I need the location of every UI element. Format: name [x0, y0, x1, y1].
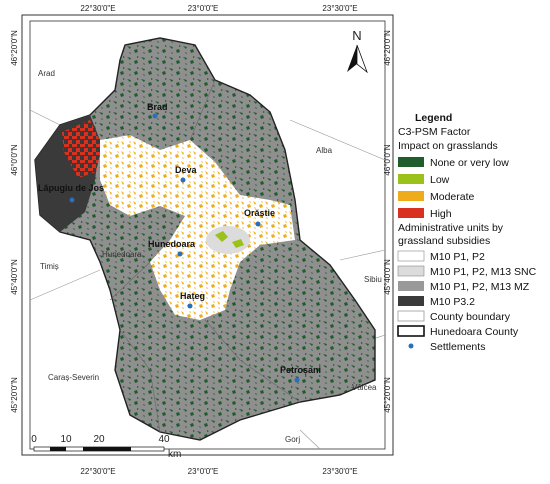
unit-boundary	[109, 79, 301, 433]
neighbor-label: Sibiu	[364, 275, 382, 284]
legend-label: High	[430, 208, 452, 220]
neighbor-label: Caraș-Severin	[48, 373, 99, 382]
graticule-label: 22°30'0"E	[80, 4, 115, 13]
settlement	[177, 251, 183, 257]
graticule-label: 46°0'0"N	[10, 144, 19, 175]
graticule-label: 23°30'0"E	[322, 4, 357, 13]
legend-label: M10 P1, P2, M13 SNC	[430, 266, 537, 278]
settlement-label: Lăpugiu de Jos	[38, 183, 104, 193]
settlement	[152, 113, 158, 119]
settlement-label: Brad	[147, 102, 168, 112]
legend-label: M10 P3.2	[430, 296, 475, 308]
north-arrow: N	[347, 28, 368, 74]
impact-high	[62, 120, 102, 178]
scale-label: 10	[60, 434, 72, 445]
legend-heading: C3-PSM Factor	[398, 126, 471, 138]
legend-heading: Administrative units by	[398, 222, 504, 234]
settlement	[187, 303, 193, 309]
legend-swatch	[398, 208, 424, 218]
legend-label: Low	[430, 174, 450, 186]
legend-swatch	[398, 174, 424, 184]
legend-label: Hunedoara County	[430, 326, 519, 338]
graticule-label: 45°20'0"N	[10, 377, 19, 413]
legend-heading: Impact on grasslands	[398, 140, 498, 152]
neighbor-label: Gorj	[285, 435, 300, 444]
impact-low	[215, 231, 244, 248]
settlement-points	[69, 113, 300, 383]
legend-label: County boundary	[430, 311, 511, 323]
settlement-label: Hațeg	[180, 291, 205, 301]
graticule-label: 46°0'0"N	[383, 144, 392, 175]
legend-swatch	[398, 157, 424, 167]
settlement	[255, 221, 261, 227]
scale-unit: km	[168, 449, 181, 460]
settlement-label: Orăștie	[244, 208, 275, 218]
legend-title: Legend	[415, 112, 452, 124]
graticule-label: 45°40'0"N	[383, 259, 392, 295]
settlement	[69, 197, 75, 203]
neighbor-label: Alba	[316, 146, 333, 155]
legend-label: Moderate	[430, 191, 475, 203]
neighbor-label: Vâlcea	[352, 383, 377, 392]
legend-swatch	[397, 310, 425, 322]
scale-label: 0	[31, 434, 37, 445]
scale-label: 20	[93, 434, 105, 445]
graticule-label: 46°20'0"N	[383, 30, 392, 66]
legend-label: M10 P1, P2	[430, 251, 485, 263]
scale-bar: 0 10 20 40 km	[31, 434, 181, 460]
legend-swatch	[397, 265, 425, 277]
scale-label: 40	[158, 434, 170, 445]
graticule-label: 23°0'0"E	[188, 467, 219, 476]
legend-swatch	[398, 281, 424, 291]
neighbor-label: Hunedoara	[102, 250, 142, 259]
graticule-label: 23°0'0"E	[188, 4, 219, 13]
legend-swatch	[398, 191, 424, 201]
legend-swatch	[397, 250, 425, 262]
legend-heading: grassland subsidies	[398, 235, 490, 247]
legend-swatch	[398, 296, 424, 306]
neighbor-label: Arad	[38, 69, 55, 78]
settlement	[180, 177, 186, 183]
settlement	[294, 377, 300, 383]
north-label: N	[352, 28, 361, 43]
settlement-label: Hunedoara	[148, 239, 196, 249]
legend-swatch	[408, 343, 414, 349]
graticule-label: 46°20'0"N	[10, 30, 19, 66]
graticule-label: 45°20'0"N	[383, 377, 392, 413]
legend-label: M10 P1, P2, M13 MZ	[430, 281, 530, 293]
unit-p1p2	[100, 135, 295, 320]
settlement-label: Petroșani	[280, 365, 321, 375]
neighbor-label: Timiș	[40, 262, 59, 271]
graticule-label: 22°30'0"E	[80, 467, 115, 476]
graticule-label: 45°40'0"N	[10, 259, 19, 295]
unit-snc	[206, 226, 250, 254]
legend-label: Settlements	[430, 341, 485, 353]
legend-label: None or very low	[430, 157, 509, 169]
settlement-label: Deva	[175, 165, 198, 175]
legend: Legend C3-PSM Factor Impact on grassland…	[397, 112, 537, 353]
graticule-label: 23°30'0"E	[322, 467, 357, 476]
legend-swatch	[397, 325, 425, 337]
